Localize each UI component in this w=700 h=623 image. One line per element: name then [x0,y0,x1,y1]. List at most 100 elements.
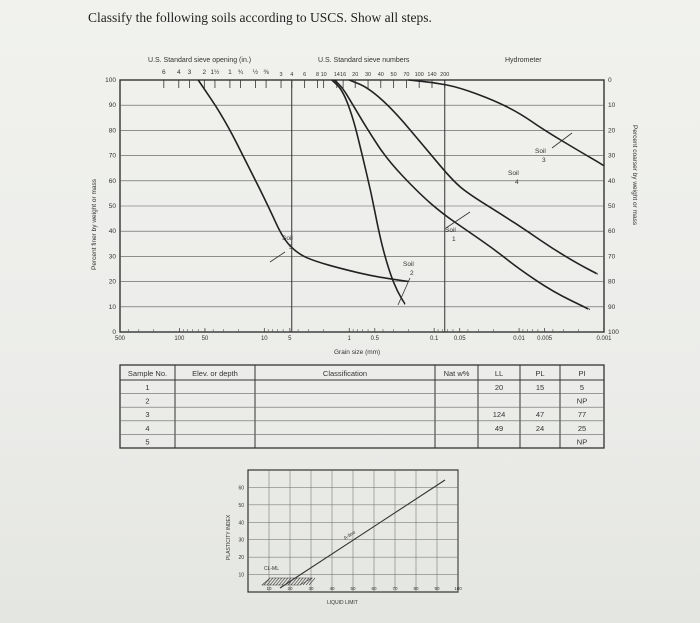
plasticity-x-tick: 30 [308,586,314,591]
y-tick-label-right: 90 [608,304,616,311]
sieve-opening-label: U.S. Standard sieve opening (in.) [148,57,251,64]
sieve-opening-tick: ⅜ [263,69,269,76]
y-tick-label-right: 100 [608,329,619,336]
hatch-line [305,577,313,586]
plasticity-x-tick: 10 [266,586,272,591]
soil-label-4-word: Soil [508,170,519,177]
hatch-line [275,577,283,586]
y-tick-label: 80 [109,127,117,134]
plasticity-y-label: PLASTICITY INDEX [226,514,232,560]
plasticity-y-tick: 20 [238,555,244,561]
soil-label-4: Soil 4 [508,170,519,186]
x-tick-label: 100 [174,336,185,342]
sieve-opening-tick: 3 [188,69,192,76]
plasticity-y-tick: 30 [238,538,244,544]
y-tick-label: 70 [109,153,117,160]
y-tick-label: 10 [109,304,117,311]
table-cell: 20 [495,383,503,392]
hatch-line [299,577,307,586]
x-axis-label: Grain size (mm) [334,349,380,356]
table-cell: 77 [578,410,586,419]
hatch-line [272,577,280,586]
y-tick-label-right: 40 [608,178,616,185]
table-cell: 5 [145,437,149,446]
y-tick-label-right: 80 [608,279,616,286]
gradation-curve-2 [331,79,406,305]
y-tick-label-right: 60 [608,228,616,235]
y-tick-labels-right: 0 10 20 30 40 50 60 70 80 90 100 [608,77,619,336]
x-tick-label: 0.001 [596,336,612,342]
sieve-number-tick: 40 [378,72,384,78]
hatch-line [284,577,292,586]
hatch-line [287,577,295,586]
table-cell: 47 [536,410,544,419]
sieve-opening-tick: ¾ [238,69,244,76]
sieve-opening-tick: 4 [177,69,181,76]
x-tick-label: 0.5 [371,336,380,342]
gradation-curve-1 [348,79,599,275]
table-cell: 3 [145,410,149,419]
hatch-line [296,577,304,586]
hatch-line [308,577,316,586]
sieve-opening-tick: 2 [203,69,207,76]
x-tick-label: 0.01 [513,336,525,342]
sieve-number-tick: 140 [427,72,436,78]
soil-label-3-word: Soil [535,148,546,155]
table-cell: 124 [493,410,506,419]
table-frame [119,364,605,449]
table-header: Classification [323,369,367,378]
sieve-opening-tick: ½ [253,68,259,76]
y-axis-label: Percent finer by weight or mass [91,178,98,270]
sieve-opening-tick: 1 [228,69,232,76]
table-header: Elev. or depth [192,369,238,378]
x-tick-label: 50 [202,336,209,342]
hatch-line [293,577,301,586]
sieve-number-ticks: 3 4 6 8 10 14 16 20 30 40 50 70 100 140 200 [280,72,449,88]
y-tick-label-right: 50 [608,203,616,210]
x-tick-label: 0.005 [537,336,553,342]
gradation-curve-3 [408,79,605,167]
table-cells: Sample No. Elev. or depth Classification Na… [128,369,587,446]
question-text: Classify the following soils according t… [88,10,432,25]
x-tick-label: 0.1 [430,336,439,342]
hatch-line [266,577,274,586]
y-tick-label-right: 0 [608,77,612,84]
y-tick-label: 50 [109,203,117,210]
hatch-line [302,577,310,586]
y-tick-label: 100 [105,77,116,84]
sieve-number-label: U.S. Standard sieve numbers [318,57,410,64]
soil-label-5-num: 5 [289,244,293,251]
table-header: PI [578,369,585,378]
y-tick-label: 60 [109,178,117,185]
y-tick-label-right: 10 [608,102,616,109]
plasticity-gridlines [248,470,459,592]
table-cell: 5 [580,383,584,392]
soil-label-1-word: Soil [445,227,456,234]
x-tick-label: 1 [348,336,352,342]
plasticity-y-tick: 60 [238,485,244,491]
table-header: PL [535,369,544,378]
table-header: Nat w% [444,369,470,378]
y-tick-labels-left: 0 10 20 30 40 50 60 70 80 90 100 [105,77,116,336]
vertical-gridlines [291,80,446,332]
table-row-rules [120,393,604,435]
plasticity-x-ticks: 10 20 30 40 50 60 70 80 90 100 [266,586,462,591]
hatch-line [290,577,298,586]
y-tick-label-right: 20 [608,127,616,134]
soil-data-table: Sample No. Elev. or depth Classification Na… [119,364,605,449]
table-cell: 15 [536,383,544,392]
soil-label-5-pointer [269,251,286,263]
table-cell: 4 [145,424,149,433]
sieve-opening-ticks: 6 4 3 2 1½ 1 ¾ ½ ⅜ [162,68,269,88]
cl-ml-label: CL-ML [264,566,279,572]
table-cell: 25 [578,424,586,433]
a-line [279,479,446,589]
y-tick-label: 30 [109,253,117,260]
soil-label-2: Soil 2 [397,261,414,306]
x-tick-label: 500 [115,336,126,342]
table-header: Sample No. [128,369,167,378]
sieve-opening-tick: 1½ [210,68,220,76]
table-header: LL [495,369,503,378]
